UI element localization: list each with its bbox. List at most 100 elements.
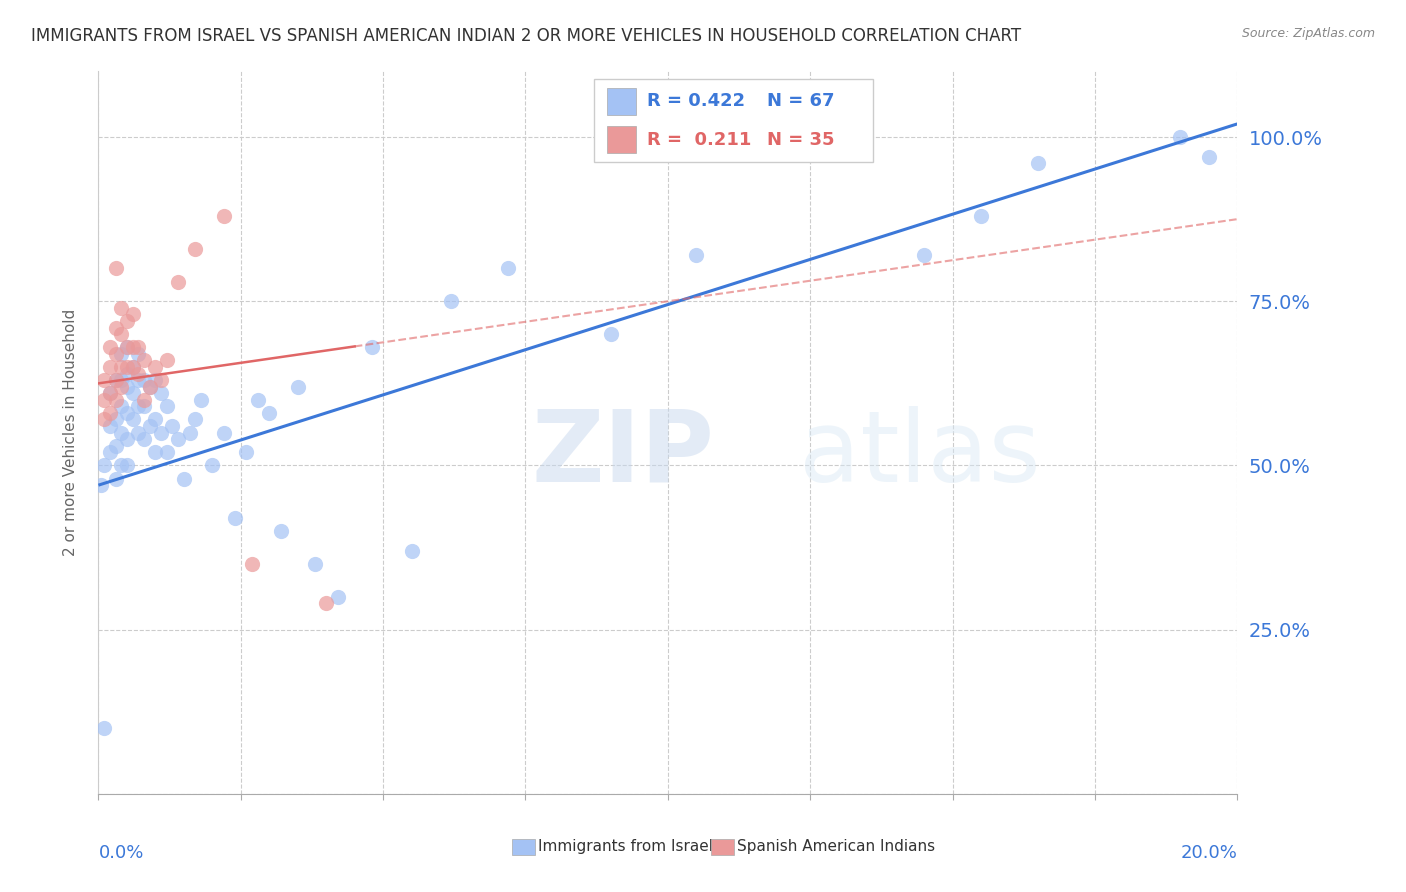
Point [201, 458, 224, 473]
Point [110, 373, 132, 387]
Point [110, 379, 132, 393]
Point [115, 340, 138, 354]
Point [104, 412, 127, 426]
Point [110, 425, 132, 440]
Point [104, 373, 127, 387]
Point [287, 379, 309, 393]
Point [235, 445, 257, 459]
Point [162, 419, 184, 434]
Point [93, 373, 115, 387]
Text: Source: ZipAtlas.com: Source: ZipAtlas.com [1241, 27, 1375, 40]
Point [104, 472, 127, 486]
Point [104, 347, 127, 361]
Y-axis label: 2 or more Vehicles in Household: 2 or more Vehicles in Household [63, 309, 77, 557]
Point [179, 425, 201, 440]
Point [132, 392, 155, 407]
Point [600, 327, 623, 342]
Text: R =  0.211: R = 0.211 [647, 130, 752, 149]
Point [115, 340, 138, 354]
Point [98, 386, 121, 401]
Point [315, 596, 337, 610]
Point [127, 425, 149, 440]
Point [184, 412, 207, 426]
Point [115, 379, 138, 393]
Point [498, 261, 520, 276]
Point [132, 373, 155, 387]
Point [115, 406, 138, 420]
Point [1198, 150, 1220, 164]
Text: N = 35: N = 35 [766, 130, 834, 149]
Bar [512, 838, 534, 855]
Point [98, 419, 121, 434]
Point [156, 353, 179, 368]
Point [912, 248, 935, 262]
Point [121, 412, 143, 426]
Point [104, 439, 127, 453]
Point [127, 347, 149, 361]
Point [145, 412, 167, 426]
Point [115, 432, 138, 446]
Text: N = 67: N = 67 [766, 93, 834, 111]
Point [121, 359, 143, 374]
Point [304, 557, 326, 571]
Point [110, 400, 132, 414]
Point [1170, 130, 1192, 145]
Point [110, 347, 132, 361]
Point [98, 359, 121, 374]
Point [145, 445, 167, 459]
Point [90, 478, 112, 492]
Point [121, 307, 143, 321]
Point [121, 359, 143, 374]
Point [98, 445, 121, 459]
Point [138, 379, 160, 393]
Point [121, 386, 143, 401]
Point [970, 209, 993, 223]
Point [93, 721, 115, 735]
Point [685, 248, 707, 262]
Point [115, 359, 138, 374]
Point [173, 472, 195, 486]
Point [440, 294, 463, 309]
Point [246, 392, 269, 407]
Point [110, 327, 132, 342]
Bar [711, 838, 734, 855]
Point [184, 242, 207, 256]
Point [104, 261, 127, 276]
Point [98, 340, 121, 354]
Point [98, 386, 121, 401]
Text: Spanish American Indians: Spanish American Indians [737, 839, 935, 855]
Text: 0.0%: 0.0% [98, 845, 143, 863]
Text: 20.0%: 20.0% [1181, 845, 1237, 863]
Point [1026, 156, 1049, 170]
Point [110, 359, 132, 374]
Bar [607, 87, 636, 115]
Point [167, 432, 190, 446]
Point [138, 419, 160, 434]
Point [240, 557, 263, 571]
Point [127, 367, 149, 381]
Point [93, 412, 115, 426]
Point [132, 400, 155, 414]
Point [156, 400, 179, 414]
Point [212, 425, 235, 440]
Point [127, 400, 149, 414]
Point [145, 359, 167, 374]
Point [115, 314, 138, 328]
Text: ZIP: ZIP [531, 406, 714, 503]
Point [110, 301, 132, 315]
Point [104, 373, 127, 387]
Text: IMMIGRANTS FROM ISRAEL VS SPANISH AMERICAN INDIAN 2 OR MORE VEHICLES IN HOUSEHOL: IMMIGRANTS FROM ISRAEL VS SPANISH AMERIC… [31, 27, 1021, 45]
Bar [607, 126, 636, 153]
Point [138, 379, 160, 393]
Point [93, 392, 115, 407]
Point [150, 373, 173, 387]
Point [150, 386, 173, 401]
Point [145, 373, 167, 387]
Point [270, 524, 292, 538]
Point [401, 544, 423, 558]
Point [167, 275, 190, 289]
Point [212, 209, 235, 223]
Text: atlas: atlas [799, 406, 1040, 503]
Point [259, 406, 281, 420]
Text: R = 0.422: R = 0.422 [647, 93, 745, 111]
